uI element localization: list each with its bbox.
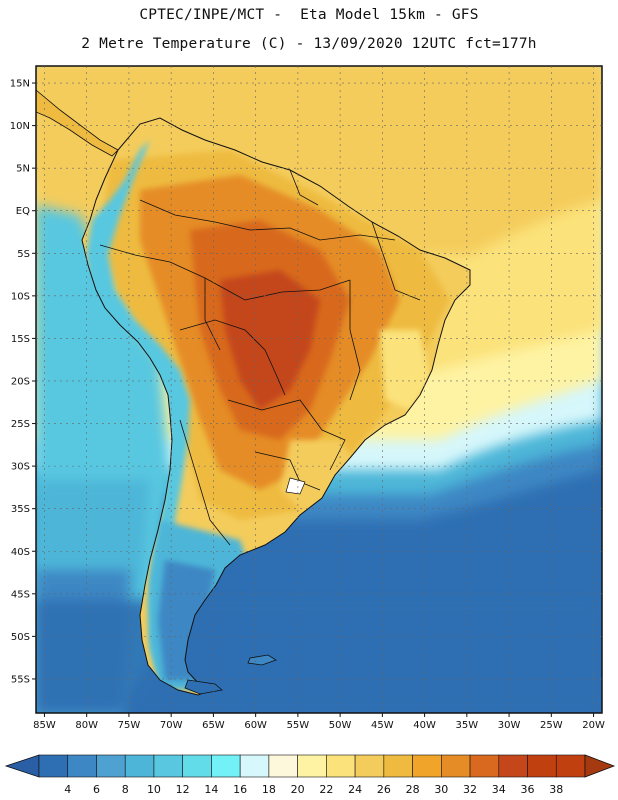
axis-ticks	[32, 82, 595, 717]
colorbar-swatch	[441, 754, 471, 778]
colorbar-swatch	[67, 754, 97, 778]
colorbar-swatch	[469, 754, 500, 778]
colorbar-swatch	[354, 754, 385, 778]
lon-label: 20W	[582, 720, 605, 731]
colorbar-label: 18	[262, 783, 276, 796]
lat-label: 40S	[11, 547, 30, 558]
colorbar-label: 4	[64, 783, 71, 796]
lon-label: 80W	[75, 720, 98, 731]
lon-label: 85W	[33, 720, 56, 731]
colorbar-label: 10	[147, 783, 161, 796]
lat-label: 45S	[11, 589, 30, 600]
colorbar-label: 26	[377, 783, 391, 796]
colorbar-min-arrow	[4, 754, 40, 778]
colorbar-swatch	[268, 754, 298, 778]
colorbar-swatch	[297, 754, 327, 778]
colorbar-label: 20	[291, 783, 305, 796]
colorbar-label: 32	[463, 783, 477, 796]
lon-label: 70W	[160, 720, 183, 731]
colorbar-label: 12	[176, 783, 190, 796]
grid-lines	[36, 66, 602, 713]
colorbar-label: 30	[434, 783, 448, 796]
lon-label: 60W	[244, 720, 267, 731]
colorbar-label: 22	[319, 783, 333, 796]
lat-label: EQ	[16, 206, 30, 217]
colorbar-label: 34	[492, 783, 506, 796]
lon-label: 65W	[202, 720, 225, 731]
colorbar-label: 28	[406, 783, 420, 796]
lon-label: 45W	[371, 720, 394, 731]
lat-label: 30S	[11, 462, 30, 473]
lat-label: 10N	[10, 121, 30, 132]
colorbar-swatch	[527, 754, 557, 778]
lat-label: 5S	[17, 249, 30, 260]
colorbar-label: 24	[348, 783, 362, 796]
lat-label: 55S	[11, 674, 30, 685]
lat-label: 5N	[16, 164, 30, 175]
colorbar-swatch	[498, 754, 528, 778]
colorbar-swatch	[412, 754, 442, 778]
colorbar-label: 6	[93, 783, 100, 796]
colorbar	[4, 754, 616, 778]
lat-label: 15N	[10, 79, 30, 90]
title-line-2: 2 Metre Temperature (C) - 13/09/2020 12U…	[81, 36, 537, 52]
lat-label: 50S	[11, 632, 30, 643]
lon-label: 75W	[118, 720, 141, 731]
colorbar-swatch	[239, 754, 270, 778]
lon-label: 35W	[456, 720, 479, 731]
lat-label: 15S	[11, 334, 30, 345]
lat-label: 35S	[11, 504, 30, 515]
title-line-1: CPTEC/INPE/MCT - Eta Model 15km - GFS	[139, 7, 479, 23]
colorbar-swatch	[211, 754, 241, 778]
colorbar-swatch	[153, 754, 183, 778]
colorbar-label: 16	[233, 783, 247, 796]
colorbar-swatch	[383, 754, 413, 778]
lat-label: 25S	[11, 419, 30, 430]
lon-label: 25W	[540, 720, 563, 731]
colorbar-swatch	[182, 754, 212, 778]
colorbar-max-arrow	[584, 754, 616, 778]
map-frame	[35, 65, 603, 714]
colorbar-label: 14	[204, 783, 218, 796]
lon-label: 30W	[498, 720, 521, 731]
lat-label: 20S	[11, 376, 30, 387]
lat-label: 10S	[11, 291, 30, 302]
colorbar-swatch	[326, 754, 356, 778]
colorbar-swatch	[96, 754, 126, 778]
lake-mirim	[285, 477, 306, 495]
colorbar-swatch	[38, 754, 69, 778]
lon-label: 50W	[329, 720, 352, 731]
colorbar-label: 8	[122, 783, 129, 796]
latitude-labels: 15N 10N 5N EQ 5S 10S 15S 20S 25S 30S 35S 40S 45S 50S 5…	[10, 79, 30, 686]
colorbar-swatch	[124, 754, 155, 778]
longitude-labels: 85W 80W 75W 70W 65W 60W 55W 50W 45W 40W 35W 30W 25W 2…	[33, 720, 605, 731]
lon-label: 55W	[287, 720, 310, 731]
colorbar-label: 38	[549, 783, 563, 796]
colorbar-swatch	[555, 754, 586, 778]
colorbar-labels: 4 6 8 10 12 14 16 18 20 22 24 26 28 30 32 34 36 38	[64, 783, 563, 796]
country-borders	[99, 169, 421, 546]
lon-label: 40W	[413, 720, 436, 731]
colorbar-label: 36	[521, 783, 535, 796]
